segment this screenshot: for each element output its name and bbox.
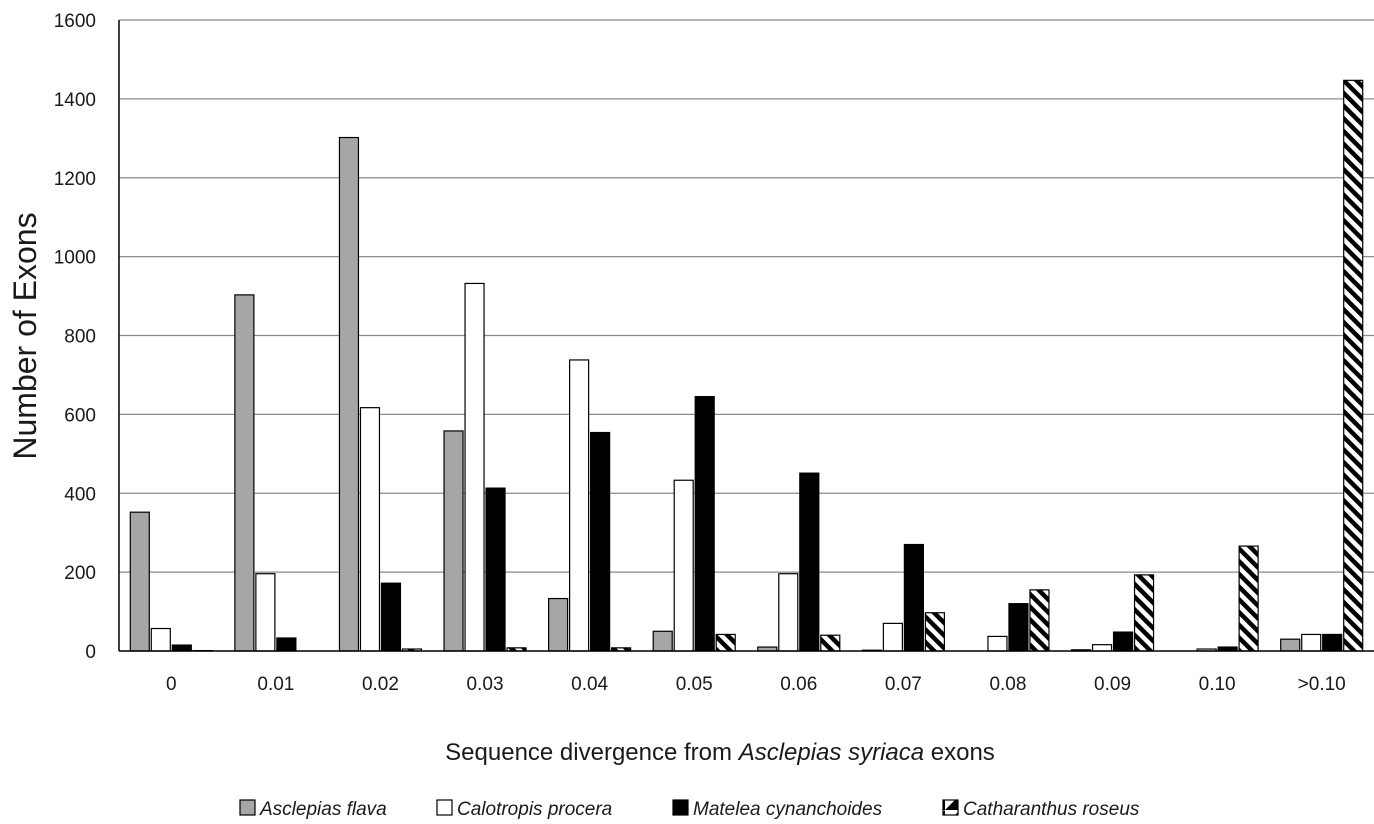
bar: [548, 597, 569, 652]
x-tick-label: 0.03: [467, 674, 504, 695]
bar: [1322, 633, 1343, 652]
bar: [1301, 633, 1322, 652]
y-tick-label: 1600: [54, 11, 96, 32]
bar: [485, 487, 506, 652]
y-axis-title: Number of Exons: [7, 212, 43, 459]
x-tick-label: 0.09: [1094, 674, 1131, 695]
legend-label: Matelea cynanchoides: [693, 799, 883, 820]
bar: [129, 511, 150, 652]
y-tick-label: 400: [64, 484, 96, 505]
x-axis-title-suffix: exons: [924, 739, 995, 766]
x-axis-title: Sequence divergence from Asclepias syria…: [445, 739, 995, 766]
bars: [129, 79, 1364, 652]
bar: [1238, 545, 1259, 652]
y-tick-labels: 0 200 400 600 800 1000 1200 1400 1600: [54, 11, 96, 663]
x-tick-label: 0.10: [1199, 674, 1236, 695]
bar: [1008, 603, 1029, 652]
y-tick-label: 1000: [54, 248, 96, 269]
bar: [987, 635, 1008, 652]
bar: [1091, 644, 1113, 652]
x-tick-label: 0.02: [362, 674, 399, 695]
bar: [1280, 638, 1301, 652]
bar: [820, 634, 841, 652]
bar: [1133, 574, 1155, 652]
bar: [778, 573, 799, 652]
x-tick-label: 0.08: [989, 674, 1026, 695]
bar: [464, 282, 485, 652]
x-axis-title-species: Asclepias syriaca: [737, 739, 924, 766]
legend-swatch: [436, 799, 453, 816]
bar: [443, 430, 464, 652]
bar: [255, 573, 276, 652]
bar: [338, 136, 360, 652]
bar: [1343, 79, 1364, 652]
y-tick-label: 600: [64, 405, 96, 426]
y-tick-label: 1200: [54, 169, 96, 190]
legend-swatch: [942, 799, 959, 816]
bar: [924, 612, 945, 652]
bar: [903, 543, 924, 652]
bar: [673, 479, 694, 652]
bar: [1029, 589, 1050, 652]
bar: [276, 637, 297, 652]
y-tick-label: 800: [64, 327, 96, 348]
legend-label: Catharanthus roseus: [963, 799, 1140, 820]
y-tick-label: 0: [85, 642, 96, 663]
x-tick-label: 0.07: [885, 674, 922, 695]
x-tick-label: 0: [166, 674, 177, 695]
bar: [380, 582, 402, 652]
x-axis-title-prefix: Sequence divergence from: [445, 739, 739, 766]
gridlines: [119, 19, 1374, 573]
bar: [715, 633, 736, 652]
bar: [359, 407, 381, 652]
bar: [652, 630, 673, 652]
x-tick-label: 0.06: [780, 674, 817, 695]
bar: [1112, 631, 1134, 652]
bar: [234, 294, 255, 652]
bar: [799, 472, 820, 652]
legend-label: Asclepias flava: [259, 799, 387, 820]
bar: [150, 627, 171, 652]
legend-label: Calotropis procera: [457, 799, 612, 820]
x-tick-label: 0.05: [676, 674, 713, 695]
bar: [694, 396, 715, 652]
y-tick-label: 200: [64, 563, 96, 584]
bar: [171, 644, 192, 652]
bar: [590, 431, 611, 652]
axes: [118, 20, 1374, 652]
x-tick-label: >0.10: [1298, 674, 1346, 695]
x-tick-labels: 0 0.01 0.02 0.03 0.04 0.05 0.06 0.07 0.08 0.09 0.1…: [166, 674, 1346, 695]
x-tick-label: 0.01: [257, 674, 294, 695]
legend: Asclepias flava Calotropis procera Matelea…: [239, 799, 1140, 820]
bar: [882, 622, 903, 652]
x-tick-label: 0.04: [571, 674, 608, 695]
bar: [569, 359, 590, 652]
legend-swatch: [672, 799, 689, 816]
y-tick-label: 1400: [54, 90, 96, 111]
legend-swatch: [239, 799, 256, 816]
